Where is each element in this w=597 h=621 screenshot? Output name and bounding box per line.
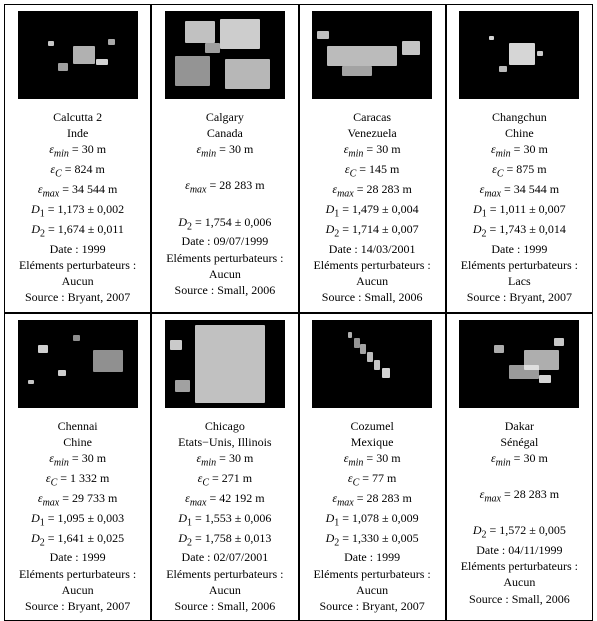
perturb-value: Lacs [508,274,531,288]
city-name: Changchun [492,110,547,124]
satellite-thumb [165,320,285,408]
city-cell: ChicagoEtats−Unis, Illinoisεmin = 30 mεC… [151,313,298,621]
satellite-thumb [312,11,432,99]
country: Canada [207,126,243,140]
city-info: ChangchunChineεmin = 30 mεC = 875 mεmax … [461,109,578,306]
perturb-value: Aucun [209,583,241,597]
satellite-thumb [459,11,579,99]
country: Chine [63,435,92,449]
city-name: Chennai [58,419,98,433]
perturb-value: Aucun [62,274,94,288]
perturb-label: Eléments perturbateurs : [166,251,283,265]
city-name: Dakar [505,419,534,433]
perturb-value: Aucun [62,583,94,597]
city-info: DakarSénégalεmin = 30 m εmax = 28 283 m … [461,418,578,607]
city-name: Calcutta 2 [53,110,102,124]
city-info: Calcutta 2Indeεmin = 30 mεC = 824 mεmax … [19,109,136,306]
perturb-value: Aucun [503,575,535,589]
perturb-label: Eléments perturbateurs : [313,258,430,272]
perturb-label: Eléments perturbateurs : [166,567,283,581]
city-info: ChicagoEtats−Unis, Illinoisεmin = 30 mεC… [166,418,283,615]
perturb-value: Aucun [209,267,241,281]
city-name: Calgary [206,110,244,124]
city-info: CaracasVenezuelaεmin = 30 mεC = 145 mεma… [313,109,430,306]
satellite-thumb [459,320,579,408]
country: Etats−Unis, Illinois [178,435,271,449]
country: Mexique [351,435,394,449]
city-info: CozumelMexiqueεmin = 30 mεC = 77 mεmax =… [313,418,430,615]
perturb-value: Aucun [356,583,388,597]
city-cell: CalgaryCanadaεmin = 30 m εmax = 28 283 m… [151,4,298,313]
city-cell: DakarSénégalεmin = 30 m εmax = 28 283 m … [446,313,593,621]
city-cell: Calcutta 2Indeεmin = 30 mεC = 824 mεmax … [4,4,151,313]
satellite-thumb [18,11,138,99]
city-name: Caracas [353,110,391,124]
perturb-label: Eléments perturbateurs : [19,258,136,272]
satellite-thumb [312,320,432,408]
city-grid: Calcutta 2Indeεmin = 30 mεC = 824 mεmax … [4,4,593,599]
country: Inde [67,126,88,140]
city-info: ChennaiChineεmin = 30 mεC = 1 332 mεmax … [19,418,136,615]
perturb-label: Eléments perturbateurs : [461,258,578,272]
city-name: Chicago [205,419,245,433]
city-cell: ChangchunChineεmin = 30 mεC = 875 mεmax … [446,4,593,313]
city-cell: CozumelMexiqueεmin = 30 mεC = 77 mεmax =… [299,313,446,621]
city-name: Cozumel [350,419,393,433]
satellite-thumb [18,320,138,408]
city-cell: ChennaiChineεmin = 30 mεC = 1 332 mεmax … [4,313,151,621]
country: Sénégal [500,435,538,449]
country: Venezuela [347,126,396,140]
perturb-label: Eléments perturbateurs : [461,559,578,573]
perturb-value: Aucun [356,274,388,288]
perturb-label: Eléments perturbateurs : [313,567,430,581]
country: Chine [505,126,534,140]
city-info: CalgaryCanadaεmin = 30 m εmax = 28 283 m… [166,109,283,298]
satellite-thumb [165,11,285,99]
city-cell: CaracasVenezuelaεmin = 30 mεC = 145 mεma… [299,4,446,313]
perturb-label: Eléments perturbateurs : [19,567,136,581]
